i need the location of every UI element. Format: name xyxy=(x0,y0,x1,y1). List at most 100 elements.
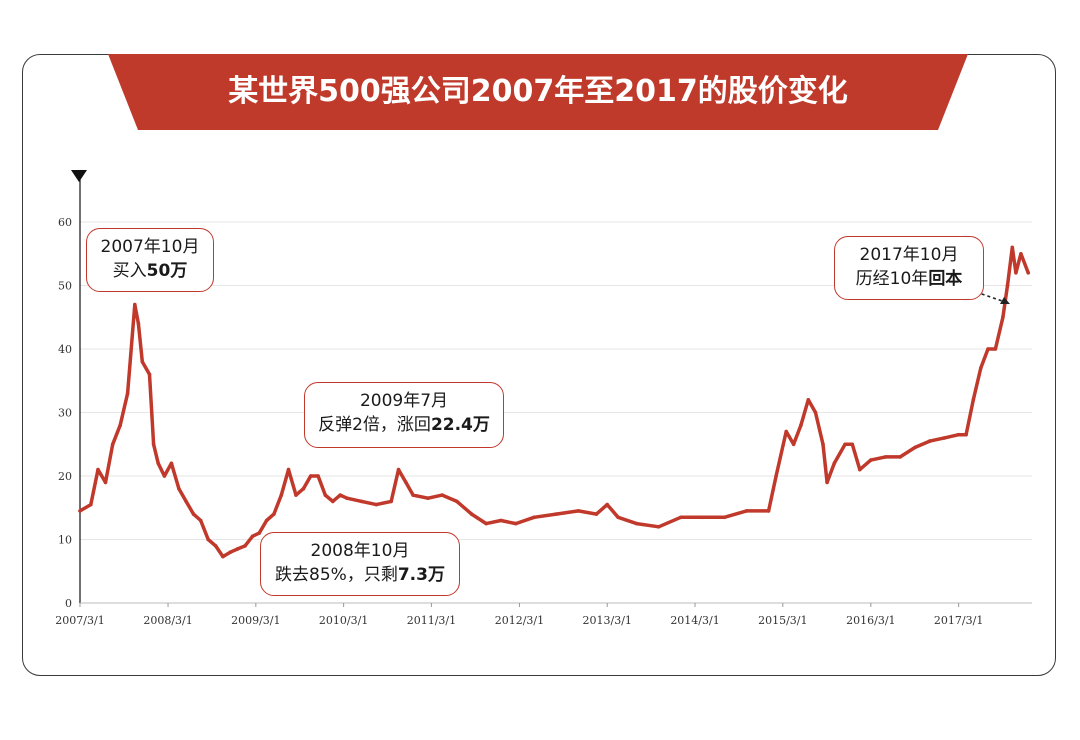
data-point xyxy=(243,544,247,548)
data-point xyxy=(103,480,108,485)
annotation-2017-breakeven: 2017年10月 历经10年回本 xyxy=(834,236,984,300)
data-point xyxy=(898,455,902,459)
data-point xyxy=(594,512,599,516)
data-point xyxy=(345,496,349,501)
data-point xyxy=(426,496,430,501)
data-point xyxy=(774,474,778,478)
data-point xyxy=(813,410,818,415)
data-point xyxy=(1001,315,1005,320)
annotation-value: 回本 xyxy=(928,269,963,289)
data-point xyxy=(484,521,489,526)
data-point xyxy=(455,499,459,504)
data-point xyxy=(843,442,847,447)
data-point xyxy=(136,321,141,326)
x-tick-label: 2016/3/1 xyxy=(846,614,895,627)
data-point xyxy=(1010,245,1015,250)
data-point xyxy=(928,439,932,443)
data-point xyxy=(338,493,343,497)
data-point xyxy=(791,442,796,447)
annotation-2009-rebound: 2009年7月 反弹2倍，涨回22.4万 xyxy=(304,382,504,448)
data-point xyxy=(374,502,379,507)
annotation-value: 50万 xyxy=(146,261,188,281)
x-tick-label: 2013/3/1 xyxy=(583,614,632,627)
data-point xyxy=(825,480,829,485)
data-point xyxy=(913,445,917,450)
data-point xyxy=(1026,271,1030,275)
data-point xyxy=(554,512,558,516)
data-point xyxy=(634,521,639,526)
annotation-value: 7.3万 xyxy=(397,565,445,585)
data-point xyxy=(257,531,262,535)
data-point xyxy=(993,347,998,351)
data-point xyxy=(213,544,218,548)
data-point xyxy=(308,474,313,478)
data-point xyxy=(858,467,862,472)
x-tick-label: 2015/3/1 xyxy=(758,614,807,627)
data-point xyxy=(264,518,269,523)
data-point xyxy=(986,347,990,351)
data-point xyxy=(499,518,503,523)
data-point xyxy=(440,493,445,497)
data-point xyxy=(221,554,225,559)
data-point xyxy=(469,512,474,516)
y-tick-label: 20 xyxy=(58,470,72,483)
chart-card xyxy=(22,54,1056,676)
data-point xyxy=(979,366,983,370)
data-point xyxy=(883,455,888,459)
data-point xyxy=(147,372,152,377)
data-point xyxy=(514,521,518,526)
x-tick-label: 2017/3/1 xyxy=(934,614,983,627)
data-point xyxy=(532,515,536,520)
data-point xyxy=(228,550,233,554)
data-point xyxy=(1005,283,1010,288)
data-point xyxy=(616,515,620,520)
data-point xyxy=(177,486,181,491)
data-point xyxy=(700,515,705,520)
data-point xyxy=(1014,271,1018,275)
annotation-text: 历经10年 xyxy=(855,269,929,289)
data-point xyxy=(279,493,284,497)
data-point xyxy=(964,432,968,437)
annotation-text: 买入 xyxy=(112,261,147,281)
data-point xyxy=(191,512,196,516)
data-point xyxy=(198,518,203,523)
data-point xyxy=(404,480,408,485)
annotation-2008-drop: 2008年10月 跌去85%，只剩7.3万 xyxy=(260,532,460,596)
callout-arrowhead-icon xyxy=(1000,297,1010,304)
y-tick-label: 60 xyxy=(58,216,72,229)
y-tick-label: 30 xyxy=(58,407,72,420)
data-point xyxy=(869,458,873,462)
annotation-text: 跌去85%，只剩 xyxy=(275,565,398,585)
data-point xyxy=(331,499,335,504)
data-point xyxy=(169,461,174,466)
data-point xyxy=(156,461,160,466)
data-point xyxy=(744,509,749,513)
data-point xyxy=(799,423,803,428)
x-tick-label: 2009/3/1 xyxy=(231,614,280,627)
annotation-date: 2007年10月 xyxy=(100,237,200,257)
data-point xyxy=(396,467,401,472)
data-point xyxy=(140,359,145,364)
data-point xyxy=(301,486,306,491)
data-point xyxy=(294,493,298,497)
x-tick-label: 2010/3/1 xyxy=(319,614,368,627)
data-point xyxy=(942,436,947,440)
data-point xyxy=(118,423,122,428)
data-point xyxy=(250,534,255,539)
data-point xyxy=(605,502,609,507)
x-tick-label: 2014/3/1 xyxy=(670,614,719,627)
data-point xyxy=(806,398,811,402)
title-ribbon xyxy=(108,54,968,130)
annotation-date: 2008年10月 xyxy=(310,541,410,561)
data-point xyxy=(151,442,156,447)
data-point xyxy=(110,442,115,447)
chart-title: 某世界500强公司2007年至2017的股价变化 xyxy=(228,74,848,109)
data-point xyxy=(411,493,415,497)
y-axis-arrow-icon xyxy=(71,170,87,182)
data-point xyxy=(766,509,771,513)
data-point xyxy=(832,461,837,466)
annotation-value: 22.4万 xyxy=(430,415,490,435)
annotation-date: 2009年7月 xyxy=(359,391,449,411)
data-point xyxy=(272,512,276,516)
data-point xyxy=(956,432,961,437)
